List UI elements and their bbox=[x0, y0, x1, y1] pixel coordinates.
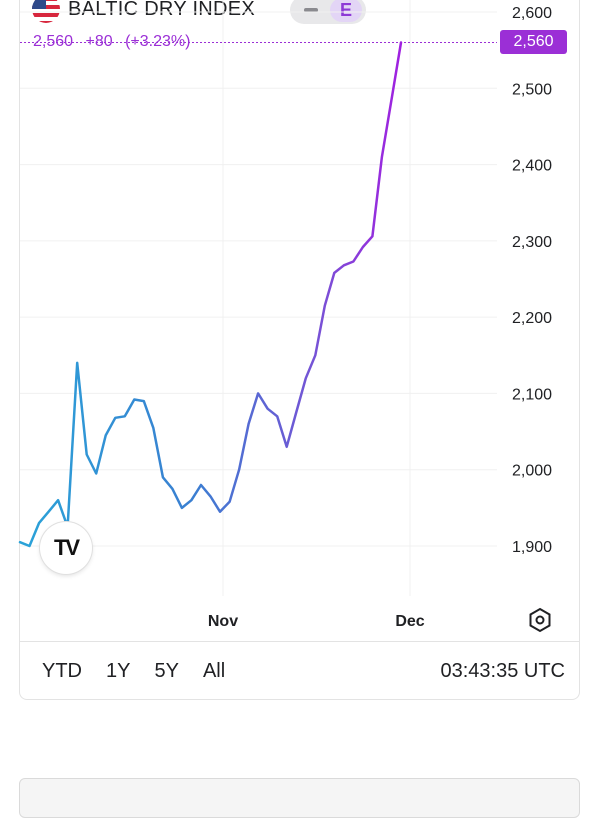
y-tick-label: 2,100 bbox=[512, 386, 552, 403]
minus-icon[interactable] bbox=[304, 8, 318, 12]
series-line bbox=[18, 41, 403, 548]
price-chart[interactable]: 1,900 2,000 2,100 2,200 2,300 2,400 2,500 2,600… bbox=[0, 0, 600, 640]
range-selector: YTD 1Y 5Y All bbox=[42, 660, 249, 683]
chart-grid bbox=[20, 0, 497, 596]
x-tick-label: Dec bbox=[395, 613, 424, 630]
utc-clock: 03:43:35 UTC bbox=[440, 660, 565, 682]
quote-line: 2,560 +80 (+3.23%) bbox=[33, 33, 198, 51]
y-tick-label: 2,600 bbox=[512, 5, 552, 22]
tradingview-logo[interactable]: TV bbox=[40, 522, 92, 574]
y-tick-label: 2,400 bbox=[512, 158, 552, 175]
y-tick-label: 2,300 bbox=[512, 234, 552, 251]
y-tick-label: 2,000 bbox=[512, 463, 552, 480]
quote-change-pct: (+3.23%) bbox=[125, 33, 191, 50]
quote-last: 2,560 bbox=[33, 33, 74, 50]
y-tick-label: 1,900 bbox=[512, 539, 552, 556]
range-5y-button[interactable]: 5Y bbox=[154, 660, 179, 682]
range-all-button[interactable]: All bbox=[202, 660, 226, 682]
quote-change: +80 bbox=[85, 33, 113, 50]
symbol-name: BALTIC DRY INDEX bbox=[68, 0, 256, 20]
y-tick-label: 2,200 bbox=[512, 310, 552, 327]
last-price-tag: 2,560 bbox=[500, 30, 567, 54]
x-axis: Nov Dec bbox=[208, 613, 425, 630]
y-tick-label: 2,500 bbox=[512, 81, 552, 98]
divider bbox=[19, 641, 580, 642]
range-1y-button[interactable]: 1Y bbox=[106, 660, 131, 682]
x-tick-label: Nov bbox=[208, 613, 238, 630]
y-axis: 1,900 2,000 2,100 2,200 2,300 2,400 2,500 2,600 bbox=[512, 5, 552, 556]
range-ytd-button[interactable]: YTD bbox=[42, 660, 82, 682]
chart-card bbox=[19, 0, 580, 700]
exchange-badge[interactable]: E bbox=[330, 0, 362, 22]
next-card bbox=[19, 778, 580, 818]
settings-icon[interactable] bbox=[527, 607, 553, 633]
